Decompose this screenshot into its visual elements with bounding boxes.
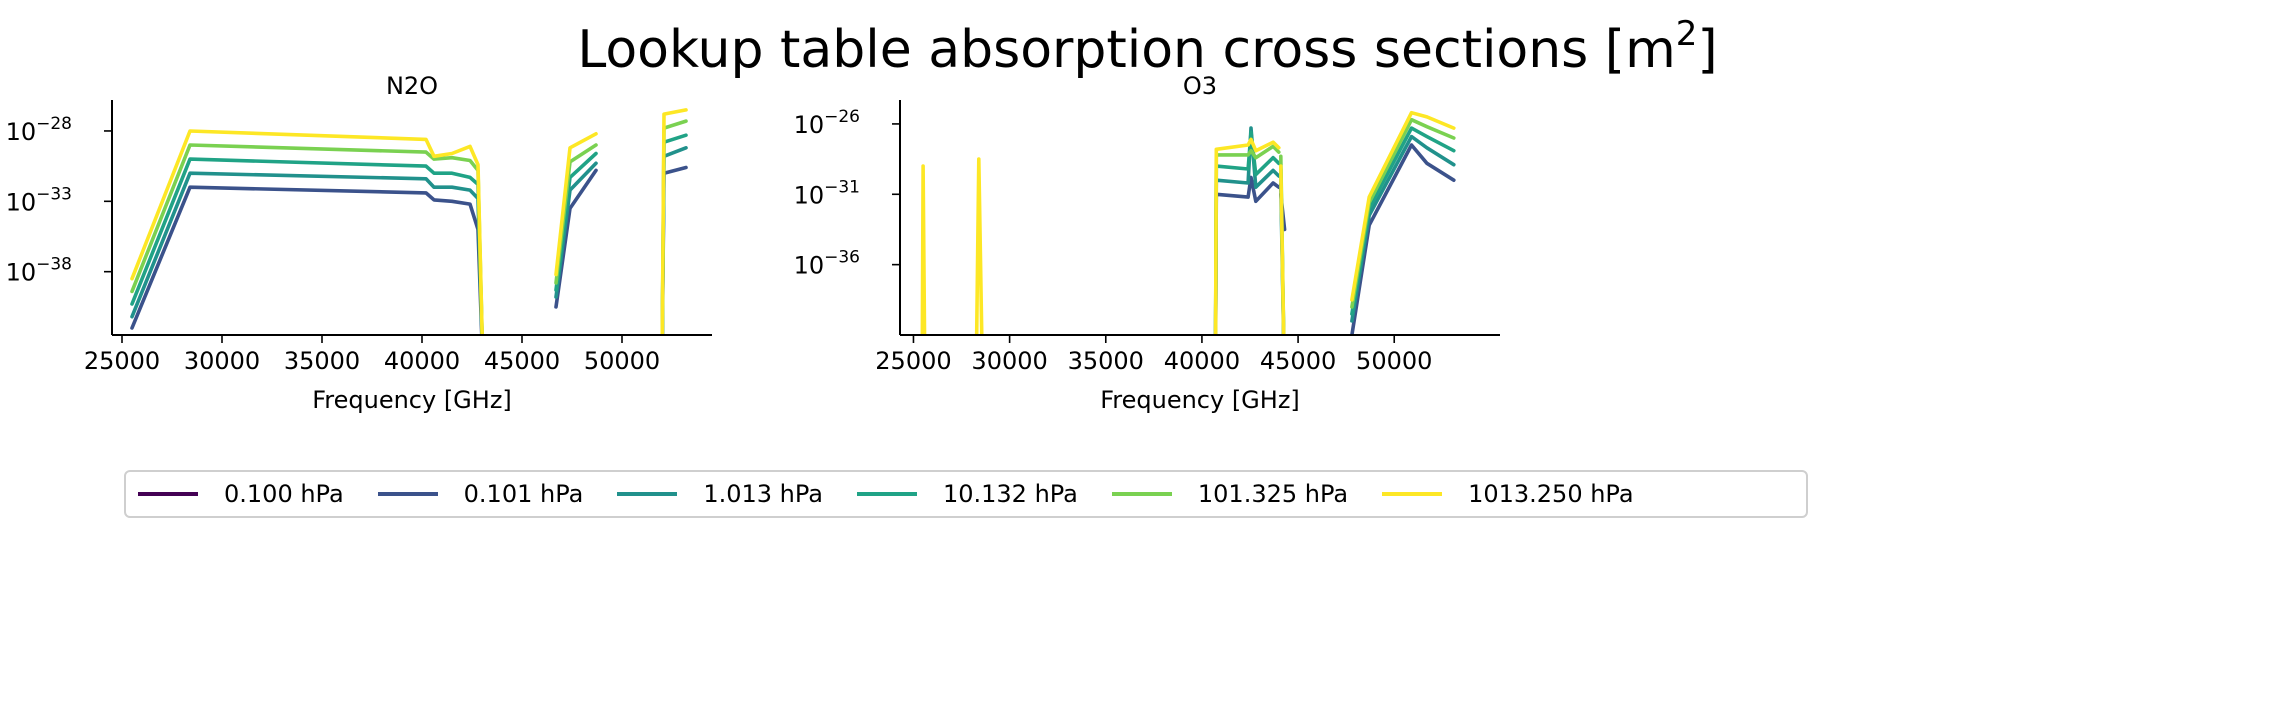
- x-tick-label: 45000: [484, 347, 560, 375]
- x-tick-label: 40000: [1164, 347, 1240, 375]
- x-tick-label: 40000: [384, 347, 460, 375]
- y-tick-label: 10−31: [794, 177, 860, 209]
- panel-title: N2O: [386, 72, 438, 100]
- legend-item: 101.325 hPa: [1106, 480, 1348, 508]
- legend-label: 10.132 hPa: [942, 480, 1078, 508]
- panel-title: O3: [1183, 72, 1217, 100]
- x-tick-label: 35000: [284, 347, 360, 375]
- n2o-panel: 25000 30000 35000 40000 45000 50000 10−38 10−33…: [6, 72, 712, 414]
- legend-item: 1013.250 hPa: [1376, 480, 1634, 508]
- legend: 0.100 hPa 0.101 hPa 1.013 hPa 10.132 hPa 101…: [124, 470, 1808, 518]
- x-tick-label: 50000: [1356, 347, 1432, 375]
- legend-swatch: [1111, 492, 1172, 496]
- series-line-1013-250-hpa: [1213, 137, 1281, 335]
- legend-label: 0.100 hPa: [224, 480, 344, 508]
- series-line-1013-250-hpa: [554, 132, 598, 277]
- series-line-0-101-hpa: [1350, 143, 1456, 335]
- x-axis-label: Frequency [GHz]: [312, 386, 512, 414]
- legend-label: 1.013 hPa: [703, 480, 823, 508]
- x-axis-label: Frequency [GHz]: [1100, 386, 1300, 414]
- legend-swatch: [617, 492, 678, 496]
- legend-label: 1013.250 hPa: [1468, 480, 1634, 508]
- series-line-1013-250-hpa: [920, 164, 927, 335]
- series-line-1013-250-hpa: [660, 108, 688, 335]
- legend-swatch: [1382, 492, 1443, 496]
- y-tick-label: 10−38: [6, 255, 72, 287]
- figure-title: Lookup table absorption cross sections […: [577, 14, 1718, 80]
- x-tick-label: 50000: [584, 347, 660, 375]
- legend-item: 0.101 hPa: [372, 480, 584, 508]
- series-lines: [130, 108, 688, 335]
- x-tick-label: 35000: [1068, 347, 1144, 375]
- series-line-1013-250-hpa: [1279, 164, 1286, 335]
- chart-panels: 25000 30000 35000 40000 45000 50000 10−38 10−33…: [6, 72, 1500, 414]
- legend-item: 10.132 hPa: [851, 480, 1078, 508]
- x-tick-label: 25000: [84, 347, 160, 375]
- legend-item: 1.013 hPa: [611, 480, 823, 508]
- legend-label: 0.101 hPa: [463, 480, 584, 508]
- x-tick-label: 25000: [875, 347, 951, 375]
- legend-swatch: [377, 492, 438, 496]
- series-line-0-101-hpa: [660, 165, 688, 335]
- series-line-0-101-hpa: [130, 185, 484, 335]
- y-tick-label: 10−26: [794, 107, 860, 139]
- x-tick-label: 45000: [1260, 347, 1336, 375]
- series-line-1013-250-hpa: [1350, 110, 1456, 302]
- legend-swatch: [138, 492, 198, 496]
- series-line-1013-250-hpa: [130, 129, 484, 335]
- y-tick-label: 10−28: [6, 114, 72, 146]
- y-tick-label: 10−36: [794, 248, 860, 280]
- legend-item: 0.100 hPa: [132, 480, 344, 508]
- series-line-1013-250-hpa: [974, 157, 984, 335]
- legend-label: 101.325 hPa: [1197, 480, 1349, 508]
- x-tick-label: 30000: [184, 347, 260, 375]
- legend-swatch: [856, 492, 917, 496]
- y-tick-label: 10−33: [6, 184, 72, 216]
- o3-panel: 25000 30000 35000 40000 45000 50000 10−36 10−31…: [794, 72, 1500, 414]
- x-tick-label: 30000: [971, 347, 1047, 375]
- series-line-101-325-hpa: [130, 143, 484, 335]
- series-lines: [920, 110, 1456, 335]
